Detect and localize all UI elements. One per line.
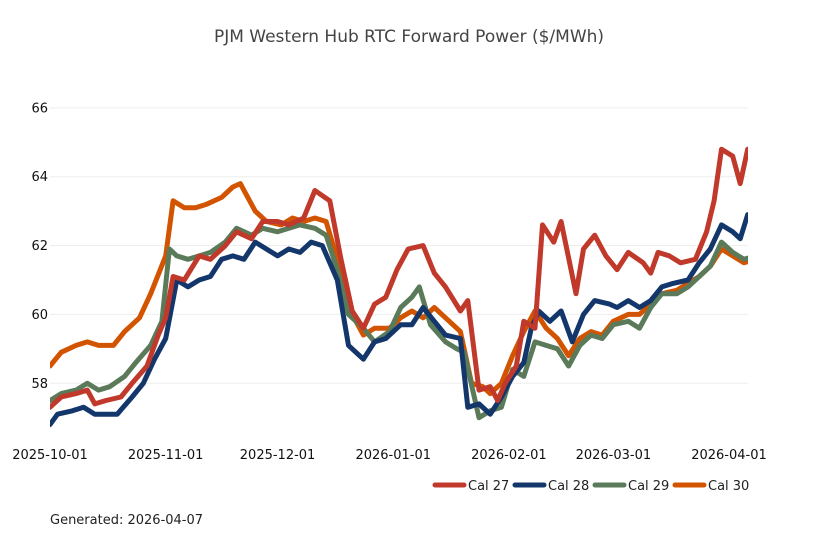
legend-label-cal-29: Cal 29	[628, 479, 669, 494]
y-tick-label: 66	[31, 101, 48, 116]
legend-label-cal-28: Cal 28	[548, 479, 589, 494]
series-line-cal-27	[50, 146, 748, 410]
y-tick-label: 60	[31, 308, 48, 323]
y-axis-ticks: 58 60 62 64 66	[31, 101, 48, 391]
legend-label-cal-30: Cal 30	[708, 479, 749, 494]
y-tick-label: 58	[31, 377, 48, 392]
x-tick-label: 2025-12-01	[240, 448, 316, 463]
series-line-cal-29	[50, 222, 748, 421]
legend: Cal 27 Cal 28 Cal 29 Cal 30	[432, 479, 749, 494]
x-tick-label: 2025-10-01	[12, 448, 88, 463]
x-axis-ticks: 2025-10-01 2025-11-01 2025-12-01 2026-01-01…	[12, 448, 767, 463]
y-tick-label: 64	[31, 170, 48, 185]
x-tick-label: 2025-11-01	[128, 448, 204, 463]
x-tick-label: 2026-02-01	[471, 448, 547, 463]
chart-title: PJM Western Hub RTC Forward Power ($/MWh…	[213, 27, 605, 47]
series-lines	[50, 146, 748, 428]
x-tick-label: 2026-01-01	[355, 448, 431, 463]
legend-label-cal-27: Cal 27	[468, 479, 509, 494]
y-tick-label: 62	[31, 239, 48, 254]
x-tick-label: 2026-03-01	[576, 448, 652, 463]
x-tick-label: 2026-04-01	[691, 448, 767, 463]
generated-note: Generated: 2026-04-07	[50, 513, 204, 528]
series-line-cal-28	[50, 212, 748, 428]
